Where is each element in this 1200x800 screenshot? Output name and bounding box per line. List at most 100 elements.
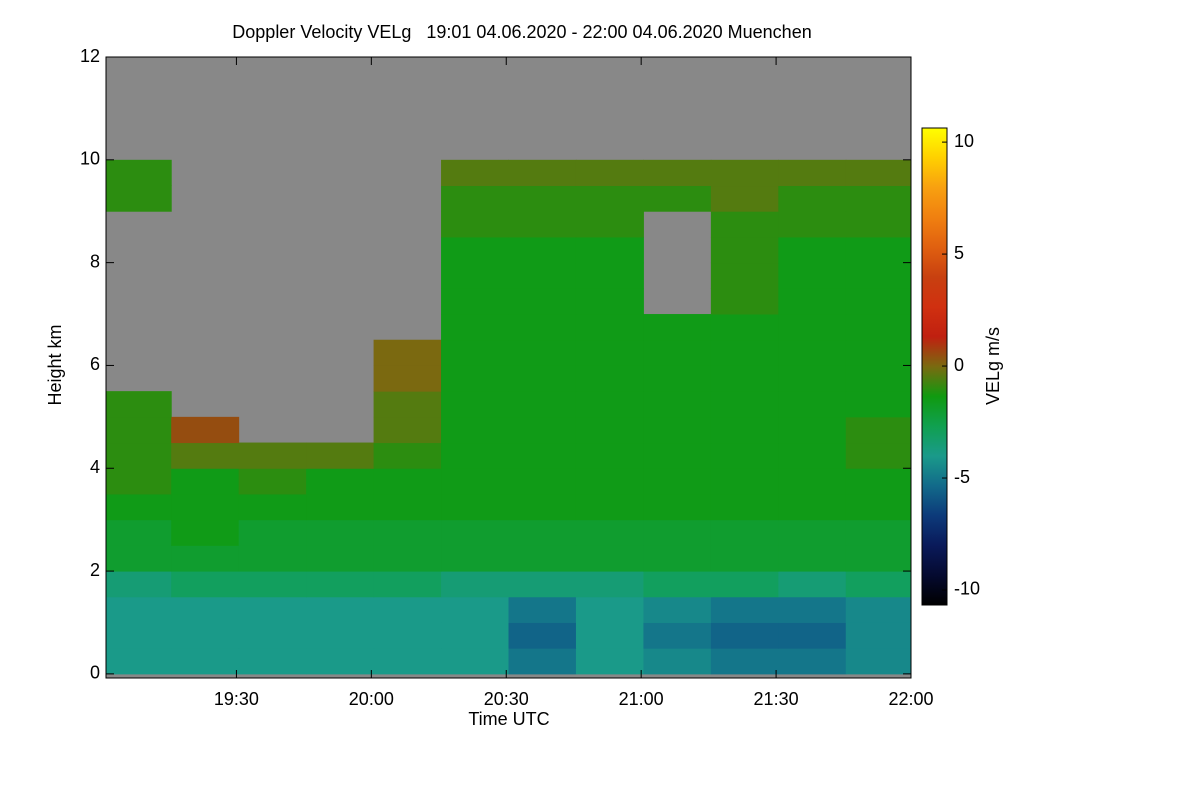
y-tick-label: 10 [80, 149, 100, 169]
heatmap-cell [845, 211, 912, 238]
heatmap-cell [441, 468, 509, 495]
heatmap-cell [508, 648, 577, 675]
heatmap-cell [508, 596, 577, 623]
heatmap-cell [106, 468, 172, 495]
heatmap-cell [643, 571, 712, 598]
heatmap-cell [778, 442, 847, 469]
heatmap-cell [710, 185, 779, 212]
heatmap-cell [508, 493, 577, 521]
heatmap-cell [845, 571, 912, 598]
heatmap-cell [508, 416, 577, 444]
heatmap-cell [575, 314, 644, 341]
heatmap-cell [845, 339, 912, 366]
heatmap-cell [441, 622, 509, 649]
heatmap-cell [643, 159, 712, 187]
heatmap-cell [710, 262, 779, 289]
heatmap-cell [441, 211, 509, 238]
heatmap-cell [845, 416, 912, 444]
y-tick-label: 8 [90, 251, 100, 271]
heatmap-cell [106, 493, 172, 521]
heatmap-cell [778, 622, 847, 649]
heatmap-cell [710, 519, 779, 546]
heatmap-cell [106, 545, 172, 572]
heatmap-cell [710, 596, 779, 623]
x-tick-label: 22:00 [888, 689, 933, 709]
heatmap-cell [441, 519, 509, 546]
heatmap-cell [778, 391, 847, 418]
x-tick-label: 21:00 [619, 689, 664, 709]
plot-frame [105, 56, 912, 679]
heatmap-cell [575, 416, 644, 444]
heatmap-cell [106, 391, 172, 418]
heatmap-cell [845, 185, 912, 212]
heatmap-cell [778, 365, 847, 392]
heatmap-cell [643, 365, 712, 392]
heatmap-cell [106, 442, 172, 469]
heatmap-cell [845, 622, 912, 649]
heatmap-cell [710, 159, 779, 187]
heatmap-cell [373, 391, 442, 418]
heatmap-cell [710, 416, 779, 444]
heatmap-cell [845, 314, 912, 341]
heatmap-cell [306, 648, 375, 675]
heatmap-cell [441, 185, 509, 212]
heatmap-cell [106, 596, 172, 623]
heatmap-cell [508, 314, 577, 341]
heatmap-cell [643, 596, 712, 623]
heatmap-cell [508, 468, 577, 495]
heatmap-cell [171, 545, 240, 572]
heatmap-cell [575, 545, 644, 572]
heatmap-cell [575, 236, 644, 264]
heatmap-cell [575, 339, 644, 366]
heatmap-cell [778, 545, 847, 572]
heatmap-cell [238, 468, 307, 495]
colorbar-tick-label: 10 [954, 131, 974, 151]
heatmap-cell [575, 159, 644, 187]
heatmap-cell [845, 493, 912, 521]
heatmap-cell [106, 159, 172, 187]
heatmap-cell [643, 468, 712, 495]
heatmap-cell [778, 314, 847, 341]
heatmap-cell [778, 262, 847, 289]
heatmap-cell [575, 442, 644, 469]
heatmap-cell [643, 416, 712, 444]
heatmap-cell [575, 571, 644, 598]
heatmap-cell [710, 365, 779, 392]
heatmap-cell [710, 236, 779, 264]
heatmap-cell [508, 365, 577, 392]
heatmap-cell [643, 493, 712, 521]
heatmap-cell [373, 442, 442, 469]
heatmap-cell [441, 314, 509, 341]
heatmap-cell [575, 211, 644, 238]
heatmap-cell [643, 519, 712, 546]
heatmap-cell [778, 519, 847, 546]
heatmap-cell [845, 442, 912, 469]
heatmap-cell [171, 416, 240, 444]
heatmap-cell [441, 571, 509, 598]
heatmap-cell [778, 571, 847, 598]
x-tick-label: 21:30 [754, 689, 799, 709]
heatmap-cell [710, 314, 779, 341]
colorbar-tick-label: -5 [954, 467, 970, 487]
heatmap-cell [575, 519, 644, 546]
heatmap-cell [845, 391, 912, 418]
heatmap-cell [778, 596, 847, 623]
heatmap-cell [778, 185, 847, 212]
heatmap-cell [845, 545, 912, 572]
heatmap-cell [238, 519, 307, 546]
heatmap-cell [373, 571, 442, 598]
heatmap-cell [373, 339, 442, 366]
heatmap-cell [441, 339, 509, 366]
heatmap-cell [373, 493, 442, 521]
colorbar-tick-label: -10 [954, 579, 980, 599]
heatmap-cell [778, 159, 847, 187]
heatmap-cell [508, 571, 577, 598]
heatmap-cell [643, 648, 712, 675]
heatmap-cell [238, 622, 307, 649]
heatmap-cell [778, 288, 847, 315]
heatmap-cell [643, 442, 712, 469]
heatmap-cell [845, 236, 912, 264]
heatmap-cell [441, 493, 509, 521]
heatmap-cell [106, 416, 172, 444]
heatmap-cell [373, 622, 442, 649]
